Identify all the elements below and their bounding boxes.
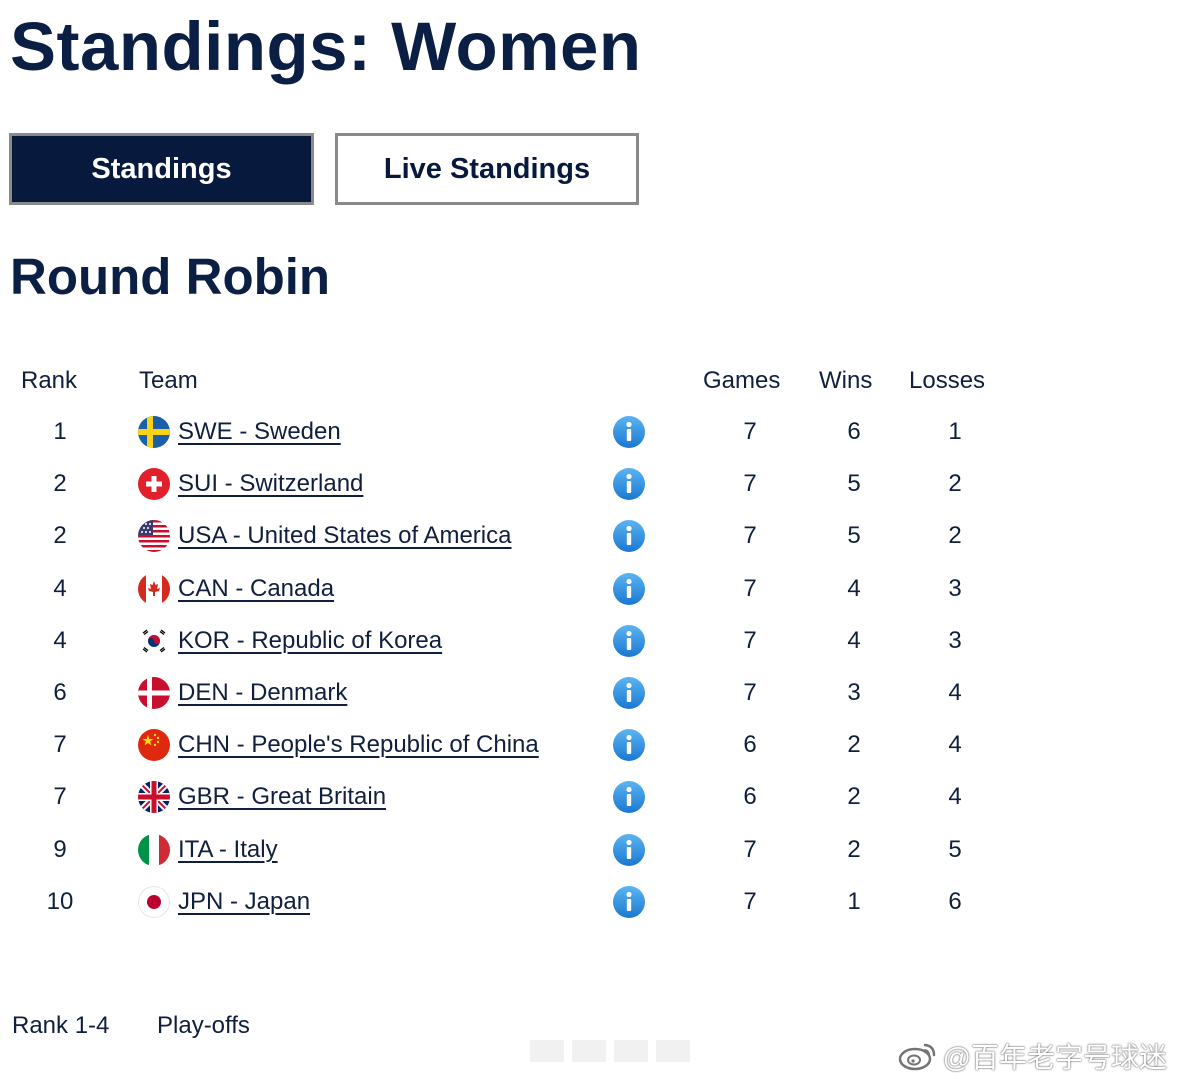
losses-cell: 4 (948, 783, 962, 811)
team-link[interactable]: KOR - Republic of Korea (178, 626, 443, 654)
faded-placeholder-blocks (530, 1040, 690, 1062)
table-row: 2 USA - United States of America 7 5 2 (0, 510, 1179, 562)
table-row: 4 CAN - Canada 7 4 3 (0, 563, 1179, 615)
table-row: 10 JPN - Japan 7 1 6 (0, 876, 1179, 928)
games-cell: 6 (743, 731, 757, 759)
losses-cell: 5 (948, 835, 962, 863)
switzerland-flag-icon (138, 468, 170, 501)
section-title: Round Robin (10, 248, 331, 305)
losses-cell: 6 (948, 887, 962, 915)
wins-cell: 2 (847, 731, 861, 759)
info-icon[interactable] (612, 519, 646, 553)
team-link[interactable]: CAN - Canada (178, 574, 335, 602)
team-link[interactable]: SWE - Sweden (178, 418, 341, 445)
table-row: 1 SWE - Sweden 7 6 1 (0, 406, 1179, 458)
games-cell: 7 (743, 418, 757, 445)
games-cell: 7 (743, 887, 757, 915)
watermark: @百年老字号球迷 (897, 1036, 1167, 1076)
rank-cell: 2 (53, 470, 67, 498)
wins-cell: 3 (847, 679, 861, 706)
korea-flag-icon (138, 624, 170, 657)
table-row: 2 SUI - Switzerland 7 5 2 (0, 458, 1179, 510)
column-header-rank: Rank (21, 367, 78, 394)
wins-cell: 6 (847, 418, 861, 445)
page-title: Standings: Women (10, 8, 642, 85)
china-flag-icon (138, 729, 170, 762)
tab-live-standings[interactable]: Live Standings (335, 133, 639, 205)
rank-cell: 9 (53, 835, 67, 863)
sweden-flag-icon (138, 416, 170, 448)
wins-cell: 5 (847, 522, 861, 550)
team-link[interactable]: USA - United States of America (178, 522, 512, 550)
losses-cell: 2 (948, 470, 962, 498)
team-link[interactable]: SUI - Switzerland (178, 470, 364, 498)
wins-cell: 4 (847, 574, 861, 602)
games-cell: 6 (743, 783, 757, 811)
table-row: 4 KOR - Republic of Korea 7 4 3 (0, 615, 1179, 667)
info-icon[interactable] (612, 572, 646, 606)
info-icon[interactable] (612, 676, 646, 710)
column-header-team: Team (139, 367, 198, 394)
rank-cell: 4 (53, 574, 67, 602)
losses-cell: 4 (948, 731, 962, 759)
rank-cell: 2 (53, 522, 67, 550)
tab-standings[interactable]: Standings (9, 133, 314, 205)
losses-cell: 2 (948, 522, 962, 550)
losses-cell: 4 (948, 679, 962, 706)
info-icon[interactable] (612, 833, 646, 867)
rank-cell: 1 (53, 418, 67, 445)
legend-playoffs-label: Play-offs (157, 1012, 250, 1039)
losses-cell: 1 (948, 418, 962, 445)
watermark-text: @百年老字号球迷 (942, 1042, 1167, 1073)
games-cell: 7 (743, 626, 757, 654)
usa-flag-icon (138, 520, 170, 553)
wins-cell: 2 (847, 835, 861, 863)
table-row: 7 GBR - Great Britain 6 2 4 (0, 771, 1179, 823)
team-link[interactable]: JPN - Japan (178, 887, 311, 915)
wins-cell: 4 (847, 626, 861, 654)
wins-cell: 2 (847, 783, 861, 811)
losses-cell: 3 (948, 574, 962, 602)
column-header-wins: Wins (819, 367, 873, 394)
rank-cell: 10 (46, 887, 74, 915)
info-icon[interactable] (612, 728, 646, 762)
legend-rank-range: Rank 1-4 (12, 1012, 110, 1039)
games-cell: 7 (743, 679, 757, 706)
rank-cell: 7 (53, 731, 67, 759)
table-row: 6 DEN - Denmark 7 3 4 (0, 667, 1179, 719)
team-link[interactable]: CHN - People's Republic of China (178, 731, 539, 759)
team-link[interactable]: DEN - Denmark (178, 679, 348, 706)
games-cell: 7 (743, 470, 757, 498)
info-icon[interactable] (612, 624, 646, 658)
rank-cell: 7 (53, 783, 67, 811)
info-icon[interactable] (612, 780, 646, 814)
info-icon[interactable] (612, 467, 646, 501)
team-link[interactable]: GBR - Great Britain (178, 783, 387, 811)
japan-flag-icon (138, 885, 170, 918)
rank-cell: 6 (53, 679, 67, 706)
denmark-flag-icon (138, 677, 170, 709)
games-cell: 7 (743, 574, 757, 602)
table-row: 7 CHN - People's Republic of China 6 2 4 (0, 719, 1179, 771)
column-header-losses: Losses (909, 367, 986, 394)
wins-cell: 1 (847, 887, 861, 915)
canada-flag-icon (138, 572, 170, 605)
losses-cell: 3 (948, 626, 962, 654)
games-cell: 7 (743, 522, 757, 550)
weibo-logo-icon (897, 1040, 939, 1072)
italy-flag-icon (138, 833, 170, 866)
great-britain-flag-icon (138, 781, 170, 814)
team-link[interactable]: ITA - Italy (178, 835, 278, 863)
rank-cell: 4 (53, 626, 67, 654)
info-icon[interactable] (612, 885, 646, 919)
info-icon[interactable] (612, 415, 646, 449)
games-cell: 7 (743, 835, 757, 863)
column-header-games: Games (703, 367, 781, 394)
wins-cell: 5 (847, 470, 861, 498)
table-row: 9 ITA - Italy 7 2 5 (0, 824, 1179, 876)
